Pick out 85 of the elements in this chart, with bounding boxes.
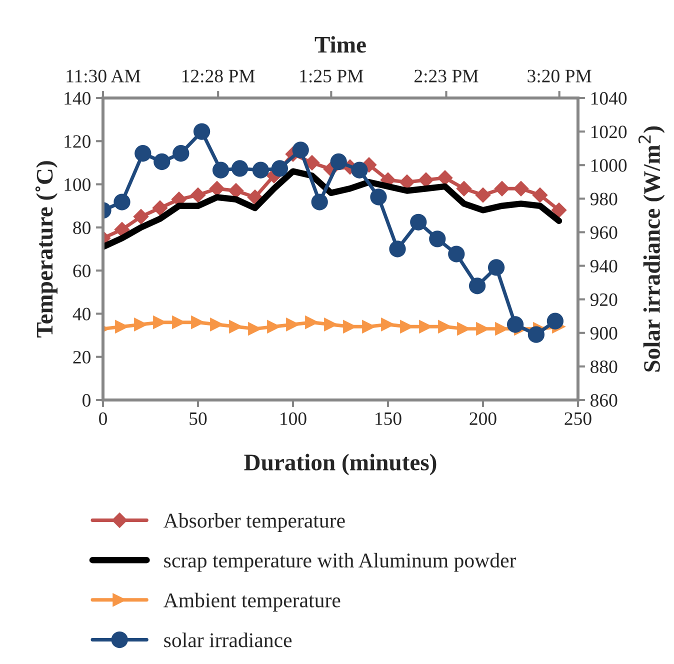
point xyxy=(418,172,434,188)
point xyxy=(488,259,505,276)
legend-label: solar irradiance xyxy=(164,632,292,648)
point xyxy=(252,162,270,178)
point xyxy=(506,316,524,333)
point xyxy=(286,318,300,332)
x2-tick-label: 2:23 PM xyxy=(414,70,478,82)
y-tick-label: 100 xyxy=(64,178,90,191)
point xyxy=(370,188,387,206)
point xyxy=(209,180,225,196)
point xyxy=(324,318,338,332)
y2-tick-label: 1000 xyxy=(591,159,627,172)
point xyxy=(330,153,347,170)
y2-tick-label: 880 xyxy=(590,360,618,374)
y2-axis-title: Solar irradiance (W/m$^{2}$) xyxy=(638,126,665,372)
y-axis-title: Temperature (˚C) xyxy=(35,161,58,338)
point xyxy=(228,182,244,199)
point xyxy=(191,315,205,330)
point xyxy=(305,315,319,330)
point xyxy=(172,145,190,162)
point xyxy=(551,202,567,218)
point xyxy=(133,208,149,224)
point xyxy=(532,187,548,203)
point xyxy=(399,174,415,190)
point xyxy=(292,142,309,158)
point xyxy=(429,230,446,248)
y-tick-label: 20 xyxy=(73,350,90,364)
x-tick-label: 200 xyxy=(470,412,496,425)
point xyxy=(210,318,224,332)
x2-tick-label: 1:25 PM xyxy=(300,70,364,82)
point xyxy=(456,180,472,196)
point xyxy=(494,180,510,196)
point xyxy=(154,153,170,170)
point xyxy=(410,214,427,230)
point xyxy=(546,312,564,330)
point xyxy=(437,170,453,186)
point xyxy=(271,160,288,177)
y-tick-label: 60 xyxy=(73,264,90,278)
point xyxy=(267,320,281,334)
x-tick-label: 0 xyxy=(99,412,107,425)
y-tick-label: 40 xyxy=(72,308,90,320)
point xyxy=(311,194,328,210)
x-axis-title: Duration (minutes) xyxy=(244,454,436,476)
legend-label: Absorber temperature xyxy=(164,513,345,532)
x2-tick-label: 3:20 PM xyxy=(528,70,592,82)
legend-label: Ambient temperature xyxy=(164,592,340,612)
y2-tick-label: 900 xyxy=(590,326,618,340)
y2-tick-label: 920 xyxy=(590,293,618,306)
point xyxy=(381,318,395,332)
point xyxy=(468,278,486,294)
point xyxy=(362,320,376,334)
x-tick-label: 150 xyxy=(376,412,402,425)
x-tick-label: 50 xyxy=(190,412,207,425)
y2-tick-label: 980 xyxy=(590,192,618,206)
point xyxy=(448,246,465,262)
point xyxy=(231,160,248,177)
point xyxy=(389,240,406,258)
point xyxy=(212,162,230,178)
y-tick-label: 120 xyxy=(64,135,90,148)
point xyxy=(134,145,152,162)
y2-tick-label: 940 xyxy=(590,260,618,272)
point xyxy=(475,187,491,203)
point xyxy=(114,194,130,210)
x2-tick-label: 12:28 PM xyxy=(182,70,255,82)
y2-tick-label: 1040 xyxy=(591,92,627,105)
y2-tick-label: 960 xyxy=(590,226,618,239)
x-tick-label: 250 xyxy=(564,412,592,425)
y-tick-label: 0 xyxy=(82,394,90,407)
point xyxy=(193,123,210,140)
x2-axis-title: Time xyxy=(314,36,366,53)
x-tick-label: 100 xyxy=(280,412,306,425)
x2-tick-label: 11:30 AM xyxy=(66,70,140,82)
legend-label: scrap temperature with Aluminum powder xyxy=(164,552,516,572)
point xyxy=(115,320,129,334)
y-tick-label: 80 xyxy=(73,221,90,234)
point xyxy=(134,318,148,332)
point xyxy=(152,200,168,216)
point xyxy=(513,180,529,196)
point xyxy=(248,322,262,336)
y2-tick-label: 860 xyxy=(590,394,618,407)
y2-tick-label: 1020 xyxy=(591,126,627,138)
y-tick-label: 140 xyxy=(64,92,90,105)
point xyxy=(351,162,368,178)
point xyxy=(190,187,206,203)
point xyxy=(528,326,545,343)
